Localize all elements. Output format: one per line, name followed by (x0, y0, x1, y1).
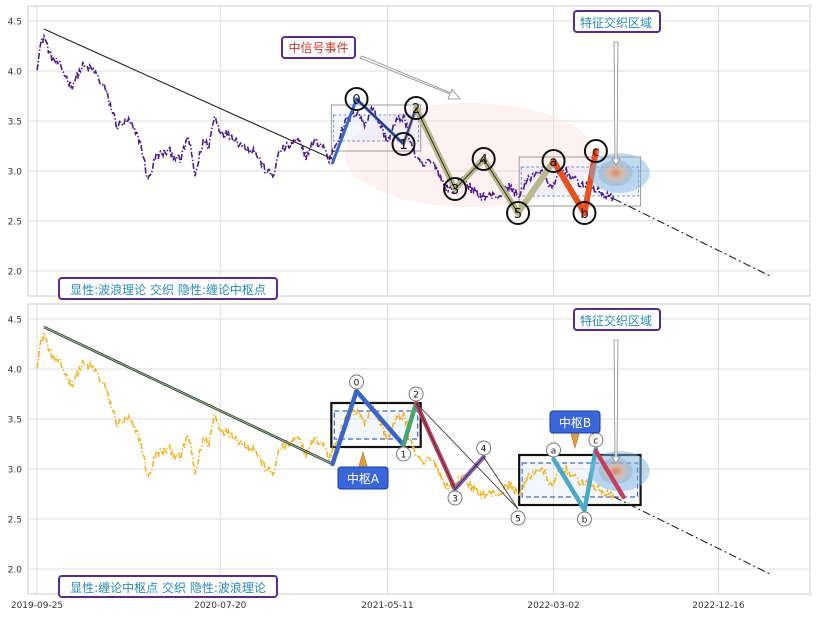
pivot-a-label: 中枢A (347, 471, 380, 486)
wave-label: 1 (399, 138, 407, 153)
wave-marker (576, 511, 592, 527)
wave-marker (572, 201, 597, 225)
wave-connector-line (415, 402, 519, 510)
wave-marker (541, 149, 566, 173)
price-series-line (36, 32, 615, 202)
wave-marker (396, 446, 411, 462)
projection-line (613, 198, 771, 277)
wave-label: 4 (480, 153, 488, 168)
trend-line (43, 28, 333, 160)
wave-segment (354, 388, 406, 448)
wave-label: b (580, 207, 588, 222)
y-tick-label: 2.5 (8, 516, 22, 526)
wave-marker (546, 442, 562, 458)
pivot-b-label: 中枢B (559, 415, 591, 430)
wave-label: 0 (352, 93, 360, 108)
wave-marker (506, 201, 531, 225)
wave-segment (401, 400, 419, 448)
plot-panel-top: 2.0 2.5 3.0 3.5 4.0 4.5 0 1 2 3 4 5 a b c 特征交织区域显性:波浪理论… (8, 5, 811, 300)
projection-line (613, 496, 771, 575)
y-tick-label: 4.0 (8, 68, 23, 78)
plot-area (27, 303, 811, 595)
y-tick-label: 3.5 (8, 416, 22, 426)
signal-event-label: 中信号事件 (288, 40, 348, 55)
wave-segment (551, 456, 587, 513)
y-tick-label: 3.0 (8, 168, 23, 178)
wave-marker (344, 87, 369, 111)
x-tick-label: 2019-09-25 (11, 601, 63, 611)
wave-marker (476, 440, 492, 456)
y-tick-label: 3.5 (8, 118, 22, 128)
feature-zone-label: 特征交织区域 (580, 313, 652, 328)
feature-zone-callout (573, 10, 661, 33)
wave-marker (408, 386, 424, 402)
signal-event-callout (281, 36, 356, 59)
x-tick-label: 2022-03-02 (527, 601, 579, 611)
wave-label: c (592, 145, 599, 160)
y-tick-label: 4.0 (8, 366, 23, 376)
wave-label: 2 (413, 391, 419, 401)
wave-label: 1 (401, 451, 407, 461)
wave-label: 5 (515, 515, 521, 525)
feature-zone-arrow (611, 41, 621, 166)
price-series-line (36, 330, 615, 500)
wave-segment (593, 448, 626, 500)
pivot-box (330, 401, 422, 449)
pivot-box (330, 104, 422, 152)
pivot-b-arrow (570, 433, 580, 450)
y-tick-label: 4.5 (8, 316, 22, 326)
wave-label: 2 (412, 102, 420, 117)
panel-caption-box (58, 277, 278, 300)
wave-marker (404, 96, 429, 120)
wave-label: 3 (451, 183, 459, 198)
feature-zone-callout (573, 308, 661, 331)
wave-label: c (593, 437, 598, 447)
wave-marker (447, 490, 463, 506)
panel-caption-box (58, 575, 278, 598)
wave-segment (582, 446, 599, 513)
y-tick-label: 4.5 (8, 18, 22, 28)
feature-zone-core (598, 160, 633, 186)
x-tick-label: 2021-05-11 (361, 601, 413, 611)
pivot-a-arrow (358, 450, 368, 467)
wave-label: 5 (514, 207, 522, 222)
wave-marker (471, 147, 496, 171)
signal-event-arrow (359, 55, 461, 100)
x-tick-label: 2020-07-20 (194, 601, 247, 611)
y-tick-label: 2.0 (8, 268, 23, 278)
y-tick-label: 2.0 (8, 566, 23, 576)
panel-caption: 显性:缠论中枢点 交织 隐性:波浪理论 (70, 580, 266, 595)
wave-connector-line (415, 402, 519, 510)
wave-marker (443, 177, 468, 201)
pivot-a-label-box (337, 466, 389, 490)
pivot-b-label-box (549, 410, 601, 434)
panel-caption: 显性:波浪理论 交织 隐性:缠论中枢点 (70, 282, 266, 297)
wave-marker (510, 510, 526, 526)
trend-line-inner (43, 326, 333, 465)
wave-label: 3 (452, 495, 458, 505)
wave-label: a (550, 155, 558, 170)
wave-label: a (551, 447, 557, 457)
feature-zone-core (598, 458, 633, 484)
y-tick-label: 2.5 (8, 218, 22, 228)
feature-zone-arrow (611, 339, 621, 464)
wave-marker (583, 139, 608, 163)
wave-marker (391, 132, 416, 156)
wave-label: 4 (481, 445, 487, 455)
y-tick-label: 3.0 (8, 466, 23, 476)
wave-marker (349, 374, 365, 390)
x-tick-label: 2022-12-16 (692, 601, 745, 611)
wave-segment (330, 388, 359, 467)
wave-label: 0 (354, 379, 360, 389)
wave-label: b (582, 516, 588, 526)
grid-lines (28, 304, 810, 594)
feature-zone-label: 特征交织区域 (580, 15, 652, 30)
